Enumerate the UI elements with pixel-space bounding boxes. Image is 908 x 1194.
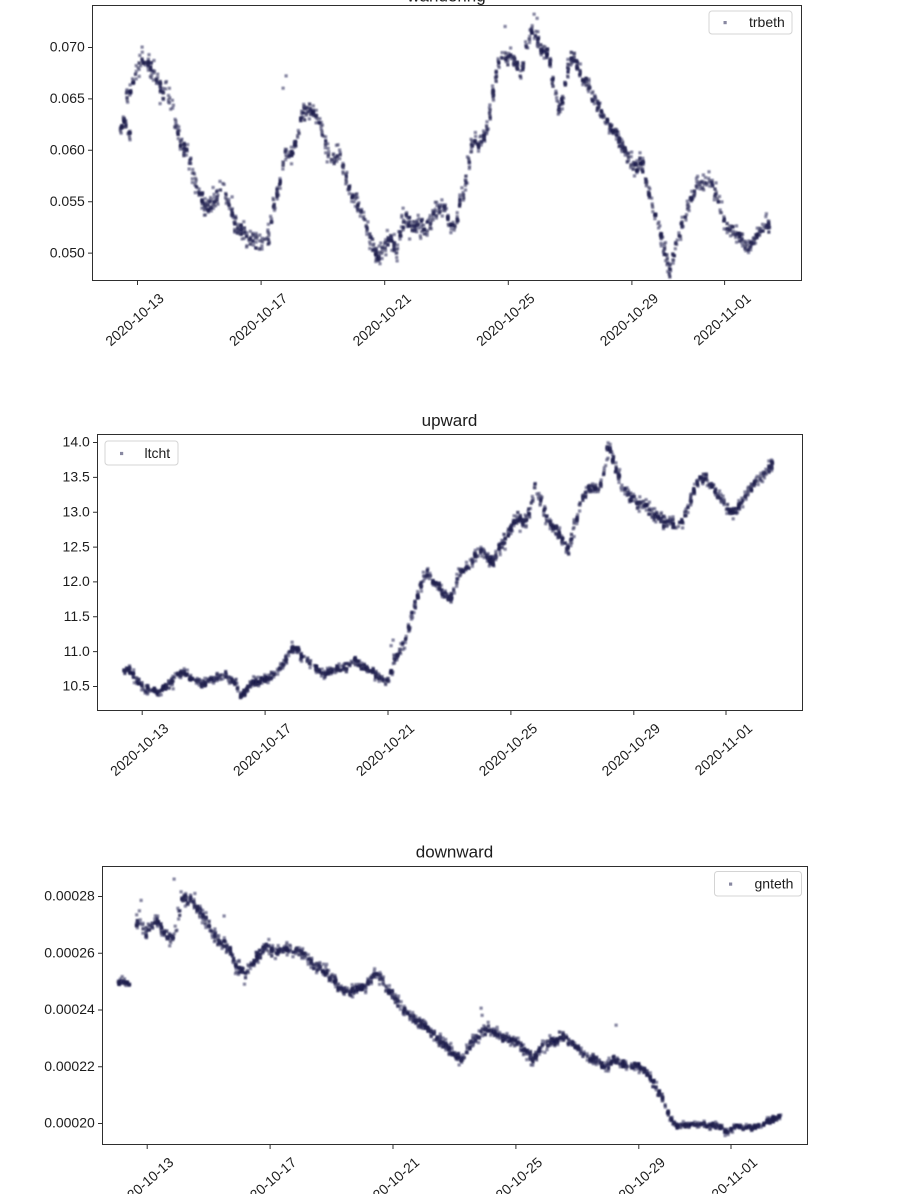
svg-text:12.0: 12.0 [63, 573, 90, 589]
svg-text:11.0: 11.0 [64, 643, 90, 659]
svg-text:0.055: 0.055 [50, 193, 85, 209]
svg-text:0.070: 0.070 [50, 39, 85, 55]
svg-text:trbeth: trbeth [749, 14, 785, 30]
svg-text:11.5: 11.5 [64, 608, 90, 624]
svg-text:0.050: 0.050 [50, 244, 85, 260]
svg-text:wandering: wandering [406, 0, 485, 6]
svg-text:13.5: 13.5 [63, 469, 90, 485]
svg-text:12.5: 12.5 [63, 538, 90, 554]
svg-text:13.0: 13.0 [63, 503, 90, 519]
svg-text:14.0: 14.0 [63, 434, 90, 450]
svg-text:upward: upward [422, 411, 478, 430]
svg-text:0.060: 0.060 [50, 142, 85, 158]
svg-text:10.5: 10.5 [63, 678, 90, 694]
svg-text:0.065: 0.065 [50, 90, 85, 106]
svg-text:ltcht: ltcht [145, 445, 171, 461]
